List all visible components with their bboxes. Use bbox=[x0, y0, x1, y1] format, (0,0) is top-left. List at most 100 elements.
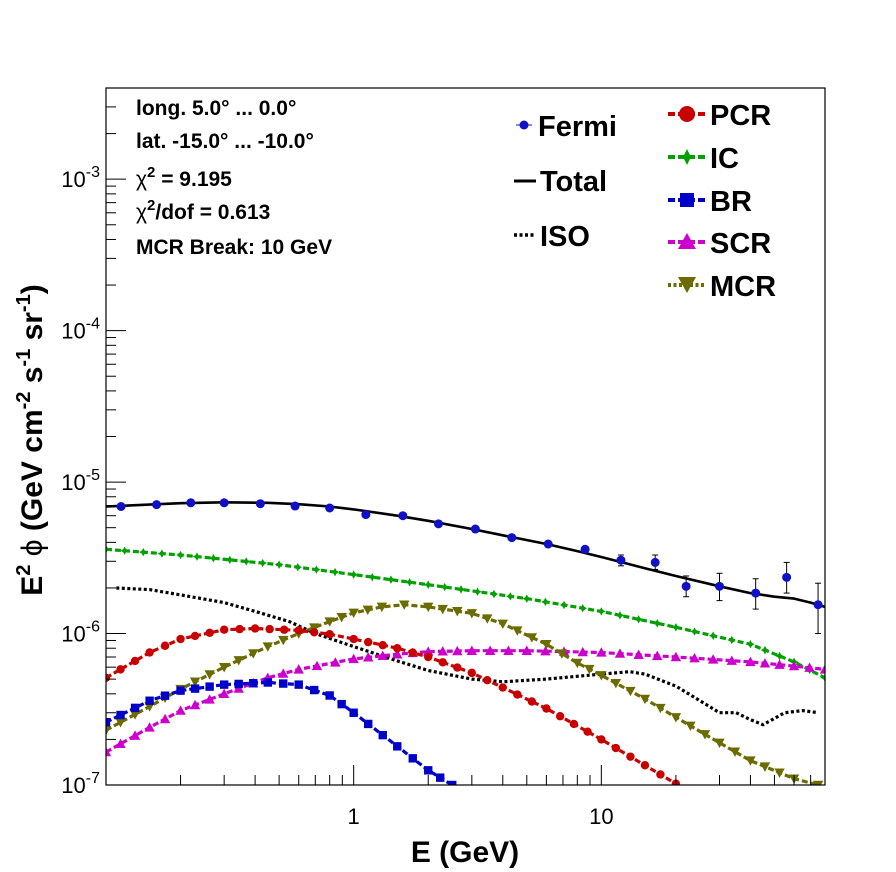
series-marker-br bbox=[106, 717, 111, 727]
series-marker-mcr bbox=[278, 635, 289, 646]
series-marker-scr bbox=[707, 654, 719, 664]
series-marker-scr bbox=[819, 664, 825, 674]
legend-marker-ic bbox=[678, 149, 696, 165]
series-marker-scr bbox=[293, 664, 304, 674]
series-marker-pcr bbox=[325, 630, 334, 639]
fermi-data-point bbox=[507, 533, 517, 543]
series-marker-ic bbox=[634, 615, 643, 624]
series-marker-br bbox=[436, 773, 445, 782]
series-pcr bbox=[106, 624, 681, 785]
series-marker-ic bbox=[209, 554, 218, 563]
info-latitude: lat. -15.0° ... -10.0° bbox=[136, 130, 314, 153]
series-marker-mcr bbox=[714, 738, 725, 748]
fermi-data-point bbox=[650, 557, 660, 567]
series-marker-mcr bbox=[774, 768, 785, 778]
series-marker-scr bbox=[804, 662, 815, 672]
series-marker-mcr bbox=[204, 670, 215, 680]
legend-entry-fermi: Fermi bbox=[516, 111, 617, 143]
series-marker-pcr bbox=[145, 648, 154, 657]
series-marker-br bbox=[309, 685, 319, 695]
series-marker-scr bbox=[540, 645, 551, 656]
series-marker-pcr bbox=[453, 663, 462, 672]
series-marker-scr bbox=[759, 658, 771, 668]
series-marker-scr bbox=[788, 660, 800, 671]
series-marker-scr bbox=[218, 688, 230, 699]
series-marker-pcr bbox=[364, 637, 373, 647]
info-mcr-break: MCR Break: 10 GeV bbox=[136, 236, 332, 259]
series-marker-scr bbox=[348, 653, 359, 664]
series-marker-pcr bbox=[640, 761, 650, 770]
legend-marker-pcr bbox=[679, 106, 695, 122]
series-marker-scr bbox=[204, 694, 215, 704]
series-marker-pcr bbox=[309, 628, 319, 637]
series-marker-scr bbox=[159, 713, 171, 724]
series-marker-mcr bbox=[670, 713, 682, 723]
series-marker-pcr bbox=[583, 727, 592, 736]
series-marker-scr bbox=[278, 668, 289, 678]
series-marker-scr bbox=[614, 648, 626, 658]
series-marker-pcr bbox=[498, 683, 507, 692]
series-marker-pcr bbox=[542, 704, 551, 713]
series-marker-mcr bbox=[497, 619, 508, 629]
series-marker-ic bbox=[615, 611, 625, 620]
series-marker-mcr bbox=[129, 710, 141, 720]
series-marker-ic bbox=[368, 572, 377, 582]
series-marker-scr bbox=[689, 653, 700, 663]
fermi-data-point bbox=[361, 510, 371, 520]
series-marker-br bbox=[190, 684, 200, 693]
series-marker-pcr bbox=[250, 624, 260, 633]
series-marker-mcr bbox=[336, 612, 347, 623]
series-marker-scr bbox=[577, 646, 588, 657]
fermi-data-point bbox=[116, 501, 126, 511]
series-marker-pcr bbox=[569, 719, 579, 729]
series-marker-mcr bbox=[556, 649, 568, 659]
legend: Fermi Total ISO PCR IC BR SCR bbox=[514, 100, 776, 303]
series-marker-br bbox=[116, 710, 125, 720]
series-marker-mcr bbox=[376, 602, 388, 613]
series-marker-scr bbox=[466, 645, 478, 655]
series-marker-ic bbox=[775, 651, 784, 661]
series-marker-ic bbox=[242, 557, 251, 566]
series-marker-mcr bbox=[423, 602, 434, 613]
series-marker-br bbox=[337, 699, 346, 709]
axis-ticks: 1 10 10-7 10-6 10-5 10-4 10-3 bbox=[61, 87, 826, 829]
series-marker-ic bbox=[192, 552, 202, 561]
series-marker-pcr bbox=[467, 668, 477, 678]
series-marker-ic bbox=[176, 550, 185, 560]
series-marker-scr bbox=[330, 657, 341, 667]
series-marker-mcr bbox=[324, 617, 335, 627]
series-marker-pcr bbox=[235, 624, 244, 634]
fermi-data-point bbox=[255, 499, 265, 509]
series-marker-ic bbox=[489, 589, 499, 599]
series-marker-pcr bbox=[116, 665, 125, 674]
series-marker-ic bbox=[506, 592, 515, 601]
series-marker-br bbox=[349, 708, 358, 717]
series-marker-pcr bbox=[424, 652, 433, 662]
series-marker-mcr bbox=[115, 718, 126, 728]
series-marker-scr bbox=[484, 645, 496, 655]
legend-marker-br bbox=[680, 193, 694, 207]
fermi-data-point bbox=[681, 581, 691, 591]
y-tick-label: 10-6 bbox=[61, 619, 100, 647]
series-marker-ic bbox=[473, 587, 482, 596]
series-scr bbox=[106, 645, 825, 757]
series-marker-scr bbox=[392, 649, 403, 659]
series-marker-mcr bbox=[584, 664, 595, 675]
series-marker-ic bbox=[120, 546, 129, 555]
fermi-data-point bbox=[813, 600, 823, 610]
series-marker-pcr bbox=[393, 644, 402, 653]
series-br bbox=[106, 678, 457, 785]
series-marker-pcr bbox=[656, 770, 665, 779]
info-chi2-dof: χ2/dof = 0.613 bbox=[136, 197, 270, 224]
series-marker-ic bbox=[405, 578, 414, 587]
series-marker-mcr bbox=[596, 671, 607, 681]
series-marker-br bbox=[424, 766, 433, 775]
series-ic bbox=[106, 545, 825, 683]
series-marker-pcr bbox=[483, 676, 492, 685]
fermi-data-point bbox=[751, 588, 761, 598]
series-marker-br bbox=[176, 686, 185, 695]
series-marker-scr bbox=[189, 699, 201, 710]
fit-info-box: long. 5.0° ... 0.0° lat. -15.0° ... -10.… bbox=[136, 97, 332, 259]
series-marker-ic bbox=[106, 545, 111, 554]
